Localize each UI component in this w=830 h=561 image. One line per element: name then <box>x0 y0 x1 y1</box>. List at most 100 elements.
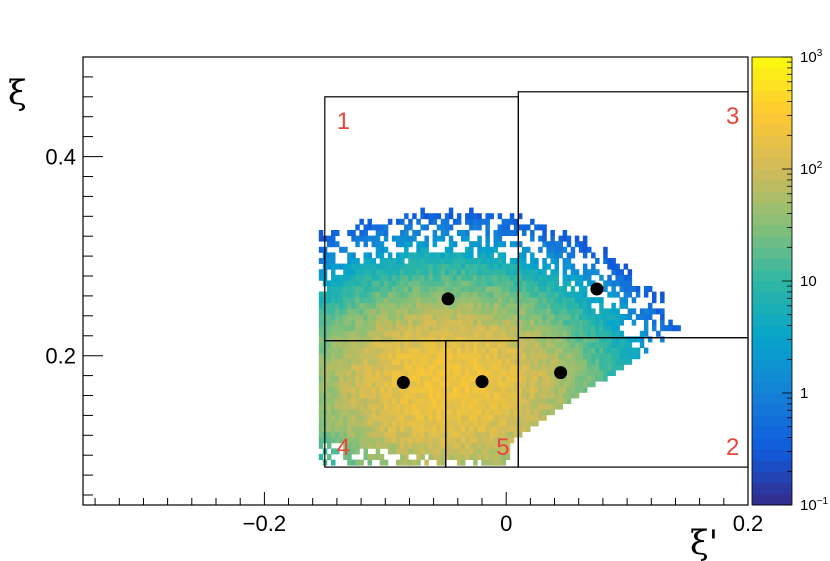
heatmap-cell <box>371 336 377 343</box>
heatmap-cell <box>424 459 429 466</box>
heatmap-cell <box>391 442 397 449</box>
heatmap-cell <box>469 454 474 460</box>
heatmap-cell <box>444 375 450 382</box>
heatmap-cell <box>566 302 572 309</box>
x-tick-label: 0 <box>500 511 512 536</box>
heatmap-cell <box>400 230 405 236</box>
heatmap-cell <box>566 252 572 259</box>
heatmap-cell <box>379 297 385 304</box>
heatmap-cell <box>432 454 438 460</box>
heatmap-cell <box>591 381 596 388</box>
heatmap-cell <box>432 364 438 371</box>
heatmap-cell <box>363 235 368 242</box>
heatmap-cell <box>574 235 580 242</box>
heatmap-cell <box>355 431 360 438</box>
heatmap-cell <box>412 370 417 376</box>
heatmap-cell <box>363 448 368 455</box>
heatmap-cell <box>509 230 515 236</box>
heatmap-cell <box>452 431 458 438</box>
heatmap-cell <box>570 269 576 276</box>
heatmap-cell <box>355 286 360 292</box>
heatmap-cell <box>546 347 551 354</box>
heatmap-cell <box>522 314 527 320</box>
heatmap-cell <box>448 381 454 388</box>
heatmap-cell <box>473 325 478 332</box>
heatmap-cell <box>522 420 527 427</box>
heatmap-cell <box>635 291 641 298</box>
heatmap-cell <box>501 263 507 270</box>
heatmap-cell <box>582 336 588 343</box>
heatmap-cell <box>452 241 458 248</box>
heatmap-cell <box>379 302 385 309</box>
heatmap-cell <box>424 274 429 281</box>
heatmap-cell <box>355 347 360 354</box>
heatmap-cell <box>391 258 397 264</box>
heatmap-cell <box>363 353 368 360</box>
heatmap-cell <box>534 319 539 326</box>
heatmap-cell <box>509 213 515 220</box>
heatmap-cell <box>582 330 588 337</box>
heatmap-cell <box>448 269 454 276</box>
heatmap-cell <box>497 431 503 438</box>
heatmap-cell <box>517 392 523 399</box>
heatmap-cell <box>546 386 551 393</box>
heatmap-cell <box>416 291 421 298</box>
heatmap-cell <box>505 403 511 410</box>
heatmap-cell <box>343 375 348 382</box>
heatmap-cell <box>456 336 462 343</box>
heatmap-cell <box>517 274 523 281</box>
heatmap-cell <box>578 319 584 326</box>
heatmap-cell <box>558 386 563 393</box>
heatmap-cell <box>424 347 429 354</box>
heatmap-cell <box>574 347 580 354</box>
heatmap-cell <box>448 398 454 404</box>
heatmap-cell <box>396 426 401 432</box>
heatmap-cell <box>408 258 413 264</box>
heatmap-cell <box>542 235 547 242</box>
heatmap-cell <box>522 319 527 326</box>
heatmap-cell <box>359 398 364 404</box>
heatmap-cell <box>396 353 401 360</box>
colorbar-band <box>752 460 792 472</box>
heatmap-cell <box>489 386 494 393</box>
heatmap-cell <box>428 442 433 449</box>
heatmap-cell <box>481 358 486 365</box>
heatmap-cell <box>493 291 498 298</box>
heatmap-cell <box>318 375 324 382</box>
heatmap-cell <box>412 392 417 399</box>
heatmap-cell <box>331 392 336 399</box>
heatmap-cell <box>400 302 405 309</box>
heatmap-cell <box>452 319 458 326</box>
heatmap-cell <box>509 392 515 399</box>
heatmap-cell <box>485 230 490 236</box>
heatmap-cell <box>404 274 409 281</box>
heatmap-cell <box>436 280 442 287</box>
heatmap-cell <box>420 269 425 276</box>
heatmap-cell <box>404 280 409 287</box>
heatmap-cell <box>396 364 401 371</box>
heatmap-cell <box>546 297 551 304</box>
heatmap-cell <box>509 314 515 320</box>
heatmap-cell <box>461 347 466 354</box>
heatmap-cell <box>582 353 588 360</box>
heatmap-cell <box>440 437 446 444</box>
heatmap-cell <box>623 347 629 354</box>
heatmap-cell <box>566 375 572 382</box>
heatmap-cell <box>456 375 462 382</box>
heatmap-cell <box>591 325 596 332</box>
heatmap-cell <box>448 358 454 365</box>
heatmap-cell <box>432 314 438 320</box>
heatmap-cell <box>497 302 503 309</box>
heatmap-cell <box>538 409 543 416</box>
heatmap-cell <box>465 426 470 432</box>
heatmap-cell <box>335 330 340 337</box>
heatmap-cell <box>444 448 450 455</box>
heatmap-cell <box>326 258 332 264</box>
heatmap-cell <box>469 392 474 399</box>
heatmap-cell <box>489 213 494 220</box>
heatmap-cell <box>318 353 324 360</box>
heatmap-cell <box>396 342 401 348</box>
heatmap-cell <box>538 336 543 343</box>
heatmap-cell <box>538 392 543 399</box>
heatmap-cell <box>493 375 498 382</box>
